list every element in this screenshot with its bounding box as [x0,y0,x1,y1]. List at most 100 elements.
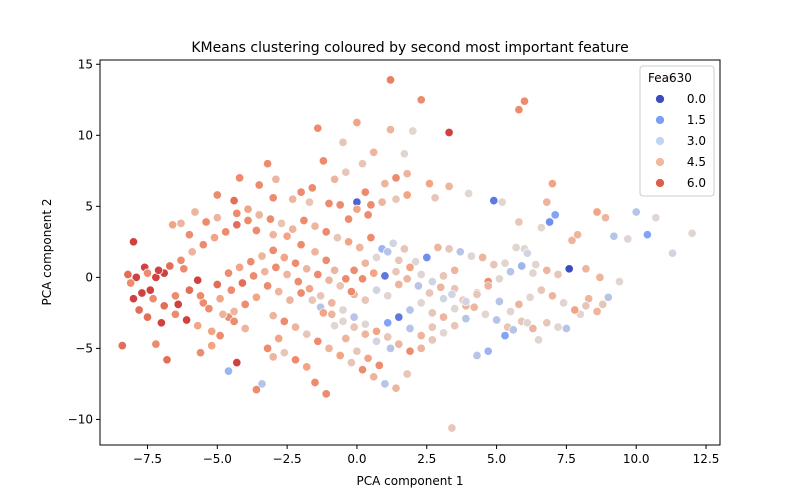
data-point [302,362,312,372]
x-tick-label: −7.5 [133,452,162,466]
data-point [338,316,348,326]
data-point [402,274,412,284]
data-point [349,265,359,275]
data-point [360,187,370,197]
data-point [341,333,351,344]
data-point [310,377,320,388]
data-point [480,309,490,319]
data-point [405,346,415,356]
data-point [514,217,524,227]
data-point [511,242,521,253]
data-point [492,315,502,325]
data-point [525,292,535,302]
data-point [327,309,337,319]
data-point [466,251,476,261]
data-point [369,268,379,278]
data-point [444,127,454,138]
data-point [450,265,460,275]
data-point [542,197,552,207]
data-point [290,322,301,332]
data-point [371,285,382,295]
data-point [212,190,222,200]
data-point [424,288,435,298]
data-point [240,299,250,309]
x-tick-label: 12.5 [693,452,720,466]
data-point [296,288,306,298]
data-point [257,251,267,261]
data-point [235,173,245,183]
data-point [369,372,379,382]
data-point [313,336,323,346]
x-tick-label: 5.0 [487,452,506,466]
data-point [461,296,471,307]
data-point [268,352,278,362]
data-point [204,304,214,314]
data-point [229,306,239,317]
data-point [251,292,261,302]
data-point [402,369,412,379]
data-point [357,274,368,284]
data-point [371,326,382,336]
data-point [313,269,323,280]
data-point [341,167,351,177]
data-point [533,335,544,345]
data-point [405,305,415,315]
data-point [212,279,222,290]
data-point [667,248,678,258]
y-tick-label: −5 [75,341,93,355]
data-point [483,346,493,356]
data-point [170,309,180,319]
data-point [567,235,577,245]
y-axis: −10 −5 0 5 10 15 [68,57,100,426]
data-point [324,198,334,209]
data-point [385,125,396,135]
data-point [519,96,530,106]
legend-label: 6.0 [687,176,706,190]
data-point [179,264,189,274]
data-point [226,285,236,295]
data-point [360,319,370,329]
data-point [360,329,370,339]
data-point [338,305,348,315]
data-point [307,183,317,193]
data-point [528,268,538,278]
data-point [391,383,401,393]
data-point [366,200,376,210]
data-point [416,298,426,308]
data-point [522,248,532,258]
data-point [405,323,415,334]
data-point [402,169,412,179]
data-point [394,339,404,349]
data-point [536,223,546,233]
legend-label: 1.5 [687,113,706,127]
data-point [271,262,281,272]
data-point [573,230,583,240]
data-point [450,321,460,331]
data-point [176,255,186,265]
data-point [249,271,259,281]
data-point [363,353,373,363]
data-point [416,331,426,341]
data-point [156,318,166,328]
data-point [377,197,387,207]
data-point [263,281,273,291]
data-point [391,194,401,204]
data-point [542,318,552,328]
data-point [268,230,278,240]
data-point [304,284,315,294]
data-point [380,379,390,389]
data-point [542,265,552,275]
data-point [265,214,275,224]
data-point [545,217,555,227]
y-axis-label: PCA component 2 [40,199,54,306]
data-point [332,233,342,243]
data-point [142,268,153,278]
data-point [642,230,652,240]
data-point [447,423,457,433]
data-point [279,316,289,326]
data-point [232,220,242,230]
data-point [547,179,557,189]
data-point [388,238,398,248]
data-point [360,258,370,268]
data-point [383,247,393,257]
